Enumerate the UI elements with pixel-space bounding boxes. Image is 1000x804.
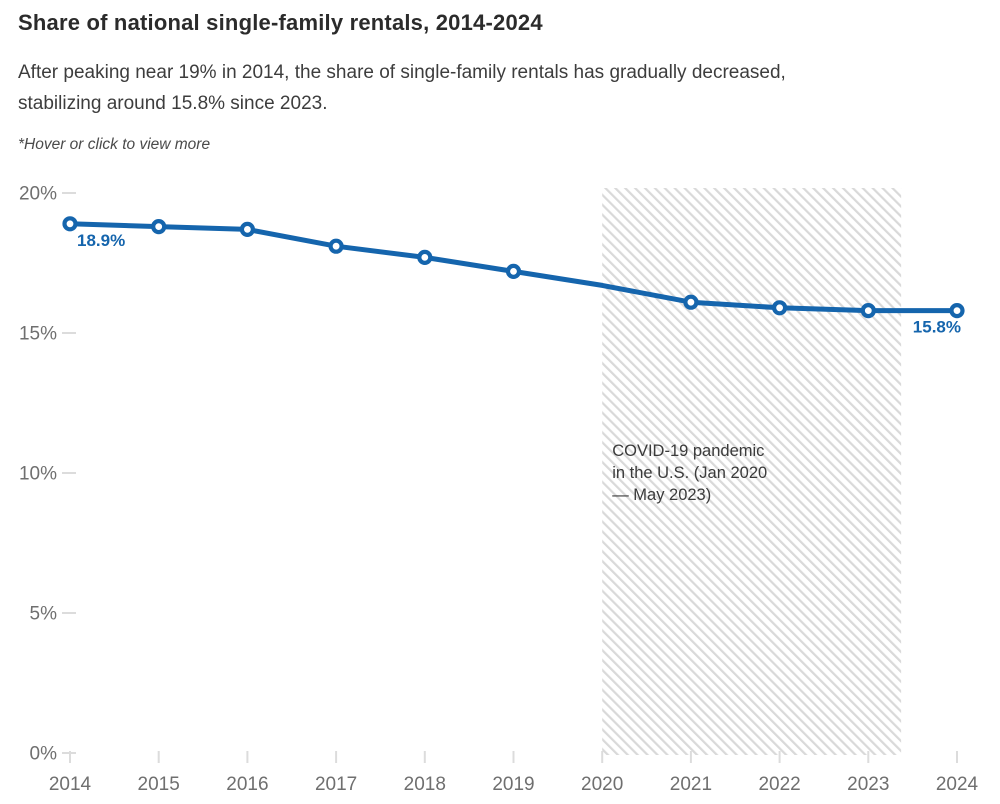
x-axis-label: 2020 bbox=[581, 774, 623, 795]
y-axis-label: 15% bbox=[19, 324, 57, 345]
data-point-2024[interactable] bbox=[949, 303, 965, 319]
covid-region-label-line: — May 2023) bbox=[612, 486, 711, 504]
y-axis-label: 10% bbox=[19, 464, 57, 485]
chart-subtitle: After peaking near 19% in 2014, the shar… bbox=[18, 57, 993, 119]
y-axis-label: 5% bbox=[30, 604, 58, 625]
chart-subtitle-line1: After peaking near 19% in 2014, the shar… bbox=[18, 62, 786, 83]
point-value-label: 15.8% bbox=[913, 318, 961, 337]
data-point-2021[interactable] bbox=[683, 294, 699, 310]
x-axis-label: 2022 bbox=[758, 774, 800, 795]
x-axis-label: 2015 bbox=[138, 774, 180, 795]
chart-title: Share of national single-family rentals,… bbox=[18, 10, 543, 35]
covid-region bbox=[602, 188, 902, 755]
x-axis-label: 2023 bbox=[847, 774, 889, 795]
covid-region-label-line: in the U.S. (Jan 2020 bbox=[612, 464, 767, 482]
covid-region-label: COVID-19 pandemic in the U.S. (Jan 2020 — … bbox=[612, 442, 767, 504]
covid-region-label-line: COVID-19 pandemic bbox=[612, 442, 764, 460]
x-axis-label: 2019 bbox=[492, 774, 534, 795]
x-axis-label: 2021 bbox=[670, 774, 712, 795]
x-axis-label: 2024 bbox=[936, 774, 979, 795]
chart-subtitle-line2: stabilizing around 15.8% since 2023. bbox=[18, 93, 328, 114]
y-axis-label: 20% bbox=[19, 184, 57, 205]
data-point-2015[interactable] bbox=[151, 219, 167, 235]
x-axis-label: 2014 bbox=[49, 774, 92, 795]
data-point-2022[interactable] bbox=[771, 300, 788, 316]
data-point-2014[interactable] bbox=[62, 216, 78, 232]
data-point-2016[interactable] bbox=[239, 221, 255, 237]
hover-note: *Hover or click to view more bbox=[18, 136, 211, 153]
data-point-2019[interactable] bbox=[505, 263, 522, 279]
x-axis-label: 2016 bbox=[226, 774, 268, 795]
data-point-2017[interactable] bbox=[328, 238, 344, 254]
data-point-2023[interactable] bbox=[860, 303, 876, 319]
data-point-2018[interactable] bbox=[417, 249, 433, 265]
point-value-label: 18.9% bbox=[77, 231, 125, 250]
x-axis-label: 2018 bbox=[404, 774, 446, 795]
x-axis-label: 2017 bbox=[315, 774, 357, 795]
y-axis-label: 0% bbox=[30, 744, 58, 765]
